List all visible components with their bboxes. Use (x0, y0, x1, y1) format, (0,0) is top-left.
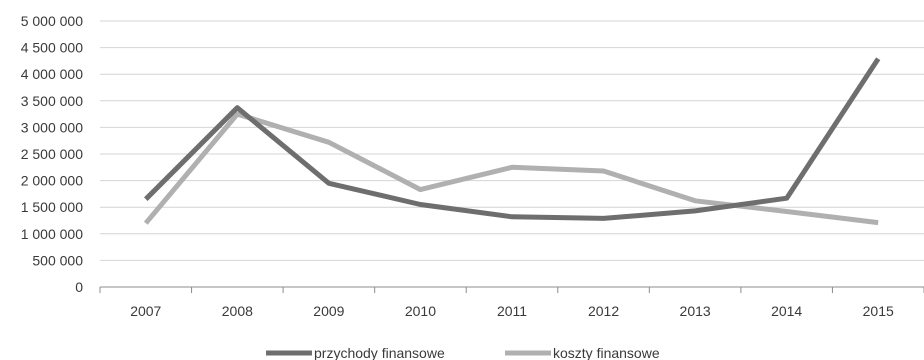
gridlines (100, 20, 924, 261)
x-tick-label: 2012 (588, 303, 619, 319)
y-tick-label: 1 500 000 (21, 199, 83, 215)
x-tick-label: 2008 (222, 303, 253, 319)
x-tick-label: 2014 (771, 303, 802, 319)
y-tick-label: 3 500 000 (21, 93, 83, 109)
x-tick-label: 2009 (313, 303, 344, 319)
x-tick-label: 2015 (863, 303, 894, 319)
series-line-koszty (143, 111, 879, 226)
series-lines (143, 57, 881, 226)
x-tick-label: 2011 (497, 303, 527, 319)
legend-label-przychody: przychody finansowe (314, 345, 445, 360)
x-tick-label: 2007 (130, 303, 161, 319)
y-tick-label: 5 000 000 (21, 13, 83, 29)
y-tick-label: 500 000 (32, 252, 83, 268)
series-line-przychody (144, 57, 881, 221)
y-tick-label: 3 000 000 (21, 119, 83, 135)
y-tick-label: 2 500 000 (21, 146, 83, 162)
x-tick-label: 2013 (680, 303, 711, 319)
x-axis (99, 286, 924, 293)
y-tick-label: 2 000 000 (21, 173, 83, 189)
x-axis-tick-labels: 2007 2008 2009 2010 2011 2012 2013 2014 2015 (130, 303, 894, 319)
x-tick-label: 2010 (405, 303, 436, 319)
legend: przychody finansowe koszty finansowe (266, 345, 660, 360)
y-tick-label: 1 000 000 (21, 226, 83, 242)
y-tick-label: 4 000 000 (21, 66, 83, 82)
legend-label-koszty: koszty finansowe (553, 345, 660, 360)
y-axis-tick-labels: 0 500 000 1 000 000 1 500 000 2 000 000 2 500… (21, 13, 84, 295)
y-tick-label: 4 500 000 (21, 40, 83, 56)
y-tick-label: 0 (75, 279, 83, 295)
